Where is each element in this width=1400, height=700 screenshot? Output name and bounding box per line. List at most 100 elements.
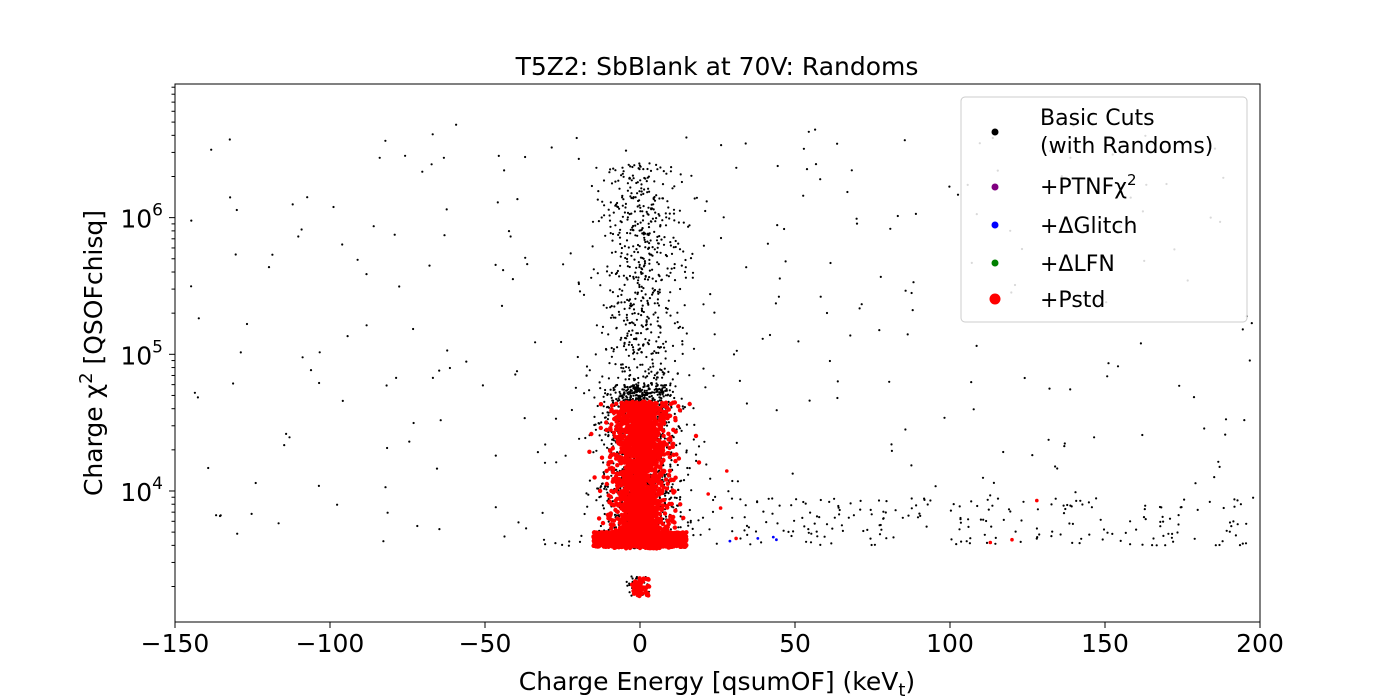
data-point-basiccuts (661, 183, 665, 186)
data-point-basiccuts (609, 232, 612, 235)
data-point-basiccuts (641, 210, 644, 213)
data-point-basiccuts (667, 370, 670, 373)
data-point-basiccuts (1068, 522, 1071, 525)
data-point-basiccuts (604, 388, 607, 392)
data-point-basiccuts (985, 541, 989, 545)
data-point-basiccuts (632, 391, 635, 394)
data-point-basiccuts (659, 224, 662, 227)
data-point-pstd (667, 468, 673, 473)
data-point-basiccuts (1063, 442, 1066, 445)
data-point-basiccuts (626, 253, 629, 256)
data-point-pstd (608, 494, 613, 499)
data-point-basiccuts (421, 170, 424, 173)
data-point-basiccuts (621, 196, 624, 199)
data-point-pstd (614, 419, 619, 424)
data-point-basiccuts (987, 508, 990, 511)
data-point-basiccuts (686, 466, 689, 470)
data-point-basiccuts (622, 396, 625, 399)
data-point-pstd (592, 475, 597, 480)
data-point-basiccuts (802, 500, 805, 504)
data-point-basiccuts (666, 393, 670, 396)
data-point-basiccuts (979, 518, 983, 521)
data-point-basiccuts (600, 439, 603, 442)
data-point-basiccuts (682, 407, 685, 410)
data-point-basiccuts (431, 376, 434, 379)
data-point-basiccuts (828, 359, 832, 363)
data-point-basiccuts (659, 389, 663, 392)
data-point-basiccuts (659, 362, 663, 365)
data-point-basiccuts (196, 396, 199, 399)
data-point-basiccuts (661, 393, 664, 396)
data-point-basiccuts (923, 497, 926, 500)
data-point-basiccuts (655, 194, 658, 197)
data-point-basiccuts (629, 232, 632, 235)
data-point-basiccuts (604, 433, 607, 436)
data-point-basiccuts (651, 268, 654, 271)
data-point-basiccuts (628, 341, 631, 344)
data-point-basiccuts (685, 449, 688, 452)
data-point-basiccuts (627, 393, 630, 396)
data-point-basiccuts (969, 537, 972, 540)
data-point-basiccuts (653, 195, 656, 199)
data-point-basiccuts (855, 217, 858, 220)
data-point-basiccuts (577, 157, 580, 160)
data-point-basiccuts (611, 399, 614, 402)
data-point-basiccuts (858, 307, 861, 310)
data-point-basiccuts (555, 461, 558, 464)
data-point-basiccuts (372, 225, 375, 228)
data-point-pstd (661, 457, 666, 463)
data-point-basiccuts (664, 253, 668, 257)
data-point-basiccuts (819, 178, 822, 181)
data-point-basiccuts (658, 275, 661, 278)
data-point-pstd (662, 497, 667, 503)
data-point-basiccuts (1203, 427, 1206, 430)
data-point-basiccuts (600, 331, 604, 334)
data-point-pstd (615, 463, 620, 468)
data-point-basiccuts (805, 168, 809, 171)
data-point-basiccuts (630, 575, 633, 578)
data-point-basiccuts (578, 290, 582, 293)
data-point-pstd (657, 417, 663, 423)
data-point-basiccuts (644, 338, 647, 341)
data-point-basiccuts (1171, 532, 1174, 536)
data-point-basiccuts (657, 292, 660, 295)
data-point-basiccuts (651, 362, 654, 365)
data-point-basiccuts (481, 384, 484, 387)
data-point-basiccuts (790, 534, 793, 538)
data-point-basiccuts (634, 291, 637, 294)
data-point-pstd (657, 486, 662, 492)
data-point-basiccuts (591, 220, 595, 223)
data-point-basiccuts (744, 142, 747, 145)
data-point-basiccuts (673, 279, 677, 282)
data-point-pstd (696, 460, 702, 465)
data-point-basiccuts (606, 446, 609, 449)
data-point-basiccuts (603, 400, 606, 403)
data-point-basiccuts (642, 192, 645, 195)
data-point-pstd (665, 481, 670, 486)
data-point-basiccuts (633, 312, 636, 315)
data-point-basiccuts (614, 272, 618, 276)
data-point-basiccuts (603, 512, 606, 516)
data-point-pstd (608, 425, 613, 431)
data-point-basiccuts (605, 270, 609, 273)
data-point-basiccuts (670, 459, 673, 462)
data-point-basiccuts (624, 256, 627, 260)
data-point-basiccuts (662, 170, 665, 173)
data-point-basiccuts (641, 268, 644, 271)
data-point-basiccuts (641, 219, 645, 222)
data-point-basiccuts (346, 335, 349, 338)
data-point-basiccuts (235, 208, 238, 212)
data-point-basiccuts (765, 521, 768, 524)
data-point-basiccuts (667, 299, 670, 302)
data-point-basiccuts (744, 504, 747, 507)
data-point-basiccuts (630, 343, 634, 347)
data-point-basiccuts (570, 408, 574, 412)
data-point-basiccuts (628, 177, 631, 180)
data-point-basiccuts (663, 236, 666, 239)
data-point-basiccuts (675, 496, 678, 500)
data-point-basiccuts (768, 333, 772, 337)
data-point-basiccuts (595, 499, 598, 502)
data-point-basiccuts (731, 530, 734, 533)
data-point-basiccuts (649, 220, 653, 223)
data-point-basiccuts (640, 285, 643, 288)
